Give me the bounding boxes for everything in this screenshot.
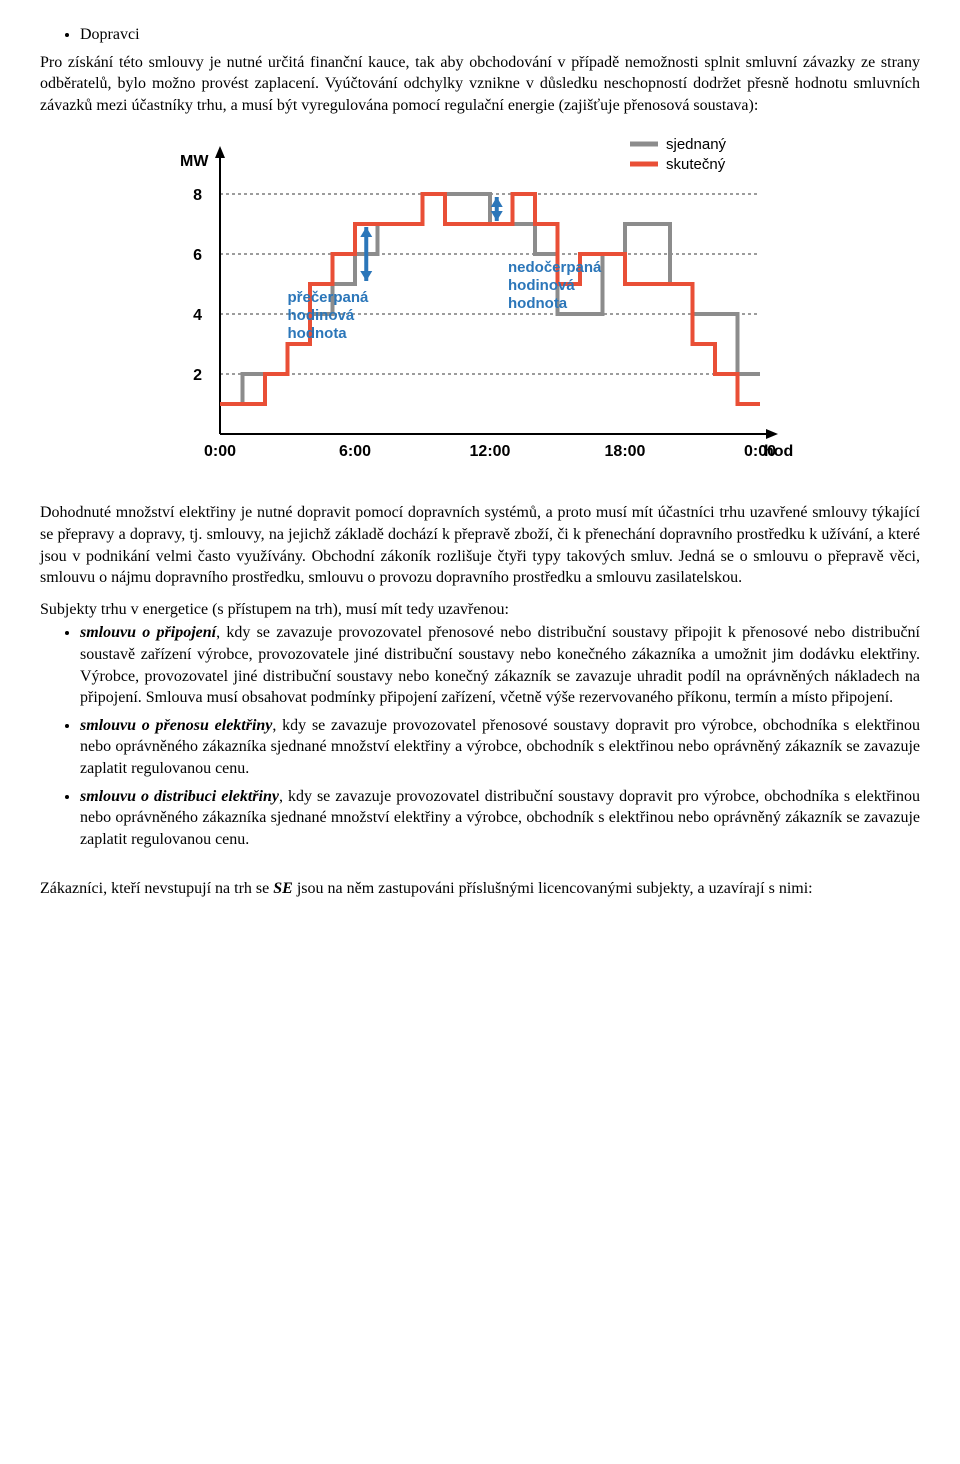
svg-text:hod: hod [764, 443, 793, 460]
paragraph-mid-1: Dohodnuté množství elektřiny je nutné do… [40, 502, 920, 588]
bottom-se: SE [273, 880, 293, 897]
contract-lead: smlouvu o distribuci elektřiny [80, 788, 279, 805]
svg-text:8: 8 [193, 187, 202, 204]
svg-text:přečerpaná: přečerpaná [288, 289, 370, 306]
svg-text:18:00: 18:00 [605, 443, 646, 460]
contract-item: smlouvu o distribuci elektřiny, kdy se z… [80, 786, 920, 851]
bottom-post: jsou na něm zastupováni příslušnými lice… [293, 880, 813, 897]
svg-text:MW: MW [180, 153, 209, 170]
contract-item: smlouvu o přenosu elektřiny, kdy se zava… [80, 715, 920, 780]
contract-item: smlouvu o připojení, kdy se zavazuje pro… [80, 622, 920, 708]
contract-lead: smlouvu o přenosu elektřiny [80, 717, 272, 734]
svg-text:nedočerpaná: nedočerpaná [508, 259, 602, 276]
bottom-pre: Zákazníci, kteří nevstupují na trh se [40, 880, 273, 897]
bullet-top-1: Dopravci [80, 24, 920, 46]
svg-text:hodnota: hodnota [288, 325, 348, 342]
contract-list: smlouvu o připojení, kdy se zavazuje pro… [62, 622, 920, 850]
svg-text:6: 6 [193, 247, 202, 264]
svg-text:4: 4 [193, 307, 202, 324]
paragraph-top-1: Pro získání této smlouvy je nutné určitá… [40, 52, 920, 117]
svg-text:skutečný: skutečný [666, 156, 726, 173]
svg-text:0:00: 0:00 [204, 443, 236, 460]
svg-text:6:00: 6:00 [339, 443, 371, 460]
svg-text:hodinová: hodinová [508, 277, 575, 294]
deviation-chart: 24680:006:0012:0018:000:00MWhodpřečerpan… [160, 134, 800, 474]
svg-text:hodnota: hodnota [508, 295, 568, 312]
svg-text:12:00: 12:00 [470, 443, 511, 460]
contract-lead: smlouvu o připojení [80, 624, 216, 641]
svg-text:hodinová: hodinová [288, 307, 355, 324]
paragraph-bottom: Zákazníci, kteří nevstupují na trh se SE… [40, 878, 920, 900]
svg-text:2: 2 [193, 367, 202, 384]
paragraph-mid-2: Subjekty trhu v energetice (s přístupem … [40, 599, 920, 621]
svg-text:sjednaný: sjednaný [666, 136, 727, 153]
